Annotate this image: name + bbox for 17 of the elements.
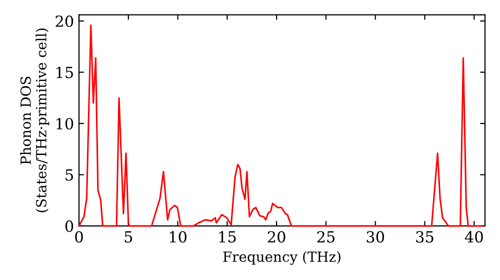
x-tick-label: 30 xyxy=(366,231,384,243)
x-tick-label: 35 xyxy=(416,231,434,243)
x-tick-label: 25 xyxy=(317,231,334,243)
x-tick-label: 15 xyxy=(219,231,236,243)
y-axis-title: Phonon DOS (States/THz·primitive cell) xyxy=(20,28,50,212)
x-tick-label: 20 xyxy=(268,231,286,243)
y-tick-label: 0 xyxy=(65,220,74,232)
line-series xyxy=(78,24,483,227)
x-tick-label: 40 xyxy=(464,231,483,243)
y-tick-label: 10 xyxy=(56,118,74,130)
y-tick-label: 15 xyxy=(56,66,73,78)
x-tick-label: 0 xyxy=(75,231,83,243)
x-tick-label: 5 xyxy=(124,231,132,243)
x-tick-label: 10 xyxy=(170,231,186,243)
x-axis-title: Frequency (THz) xyxy=(223,251,340,265)
y-tick-label: 5 xyxy=(66,169,73,181)
y-tick-label: 20 xyxy=(56,15,74,28)
